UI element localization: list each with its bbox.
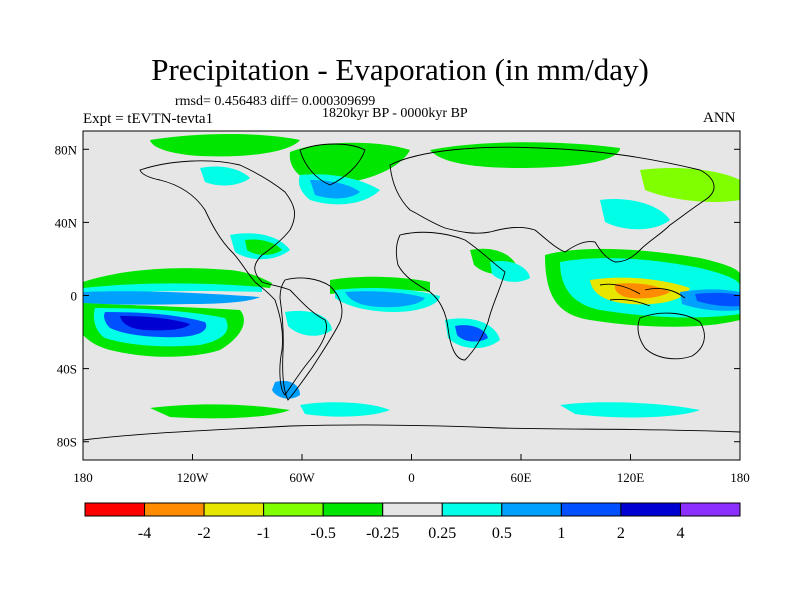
coast-indonesia (599, 283, 686, 307)
colorbar-box (679, 502, 741, 517)
lon-tick-label: 0 (408, 470, 415, 485)
east-asia-cyan (600, 199, 670, 230)
lon-tick-label: 120W (177, 470, 210, 485)
colorbar-label: 1 (557, 525, 565, 542)
colorbar-box (263, 502, 324, 517)
colorbar-box (441, 502, 503, 517)
colorbar-box (560, 502, 622, 517)
stats-line: rmsd= 0.456483 diff= 0.000309699 (175, 94, 376, 109)
colorbar-label: 0.5 (492, 525, 512, 542)
maritime-orange (614, 283, 670, 299)
lat-tick-label: 80S (57, 435, 77, 450)
southern-ocean-green (150, 404, 290, 419)
coast-north-america (139, 160, 327, 396)
lat-tick-label: 40S (57, 362, 77, 377)
colorbar-label: -0.25 (366, 525, 399, 542)
colorbar-box (620, 502, 681, 517)
south-africa-blue (455, 325, 488, 342)
colorbar-label: -0.5 (311, 525, 336, 542)
colorbar-label: -4 (138, 525, 151, 542)
colorbar-label: -2 (197, 525, 210, 542)
north-atlantic-blue (310, 180, 360, 199)
coast-eurasia (389, 146, 715, 263)
colorbar-label: 4 (676, 525, 684, 542)
subtitle: 1820kyr BP - 0000kyr BP (322, 106, 468, 121)
colorbar-label: 2 (617, 525, 625, 542)
colorbar-boxes (84, 502, 741, 517)
colorbar-box (382, 502, 443, 517)
colorbar-label: 0.25 (428, 525, 456, 542)
colorbar-box (203, 502, 265, 517)
coast-antarctica (83, 424, 740, 441)
atlantic-blue (345, 291, 425, 308)
lon-tick-label: 60W (289, 470, 315, 485)
colorbar-box (501, 502, 562, 517)
coast-greenland (299, 143, 366, 186)
lat-tick-label: 40N (55, 215, 78, 230)
lon-tick-label: 180 (730, 470, 750, 485)
east-africa-cyan (490, 260, 530, 282)
colorbar-box (322, 502, 384, 517)
coast-africa (395, 231, 506, 361)
plot-title: Precipitation - Evaporation (in mm/day) (151, 52, 649, 87)
southern-ocean-cyan-1 (300, 402, 390, 417)
lon-tick-label: 60E (511, 470, 532, 485)
coastlines (83, 143, 740, 441)
arctic-green (150, 134, 300, 157)
lat-tick-label: 80N (55, 142, 78, 157)
west-pacific-dark (695, 292, 740, 307)
lon-tick-label: 180 (73, 470, 93, 485)
colorbar-box (84, 502, 146, 517)
colorbar-label: -1 (257, 525, 270, 542)
central-america-green (245, 239, 282, 255)
east-pacific-blue (83, 291, 260, 305)
pacific-nw-cyan (200, 166, 250, 186)
southern-ocean-cyan-2 (560, 402, 700, 418)
lat-tick-label: 0 (71, 289, 78, 304)
field-shading (83, 134, 740, 419)
coast-south-america (279, 277, 343, 401)
lon-tick-label: 120E (617, 470, 645, 485)
experiment-label: Expt = tEVTN-tevta1 (83, 111, 214, 127)
colorbar-box (144, 502, 205, 517)
season-label: ANN (703, 110, 736, 126)
axis-ticks (82, 148, 741, 460)
siberia-green (430, 142, 620, 168)
axis-tick-labels: 180 120W 60W 0 60E 120E 180 80N 40N 0 40S 80S (55, 142, 750, 485)
coast-australia (637, 312, 705, 360)
colorbar-labels: -4 -2 -1 -0.5 -0.25 0.25 0.5 1 2 4 (138, 525, 685, 542)
south-pacific-dark (120, 316, 190, 331)
north-pacific-green (640, 168, 740, 202)
